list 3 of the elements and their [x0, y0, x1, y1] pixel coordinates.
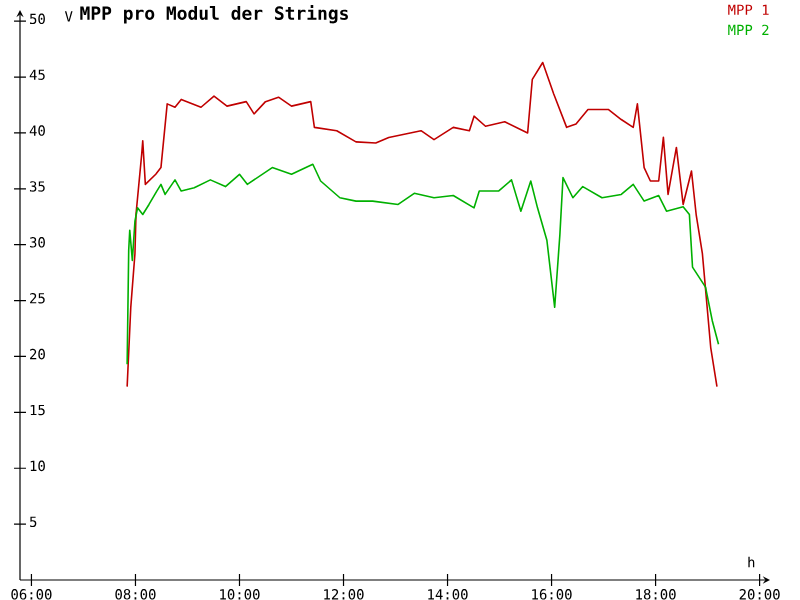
line-series — [126, 163, 720, 366]
chart-title: MPP pro Modul der Strings — [80, 5, 348, 24]
line-series — [126, 61, 718, 388]
